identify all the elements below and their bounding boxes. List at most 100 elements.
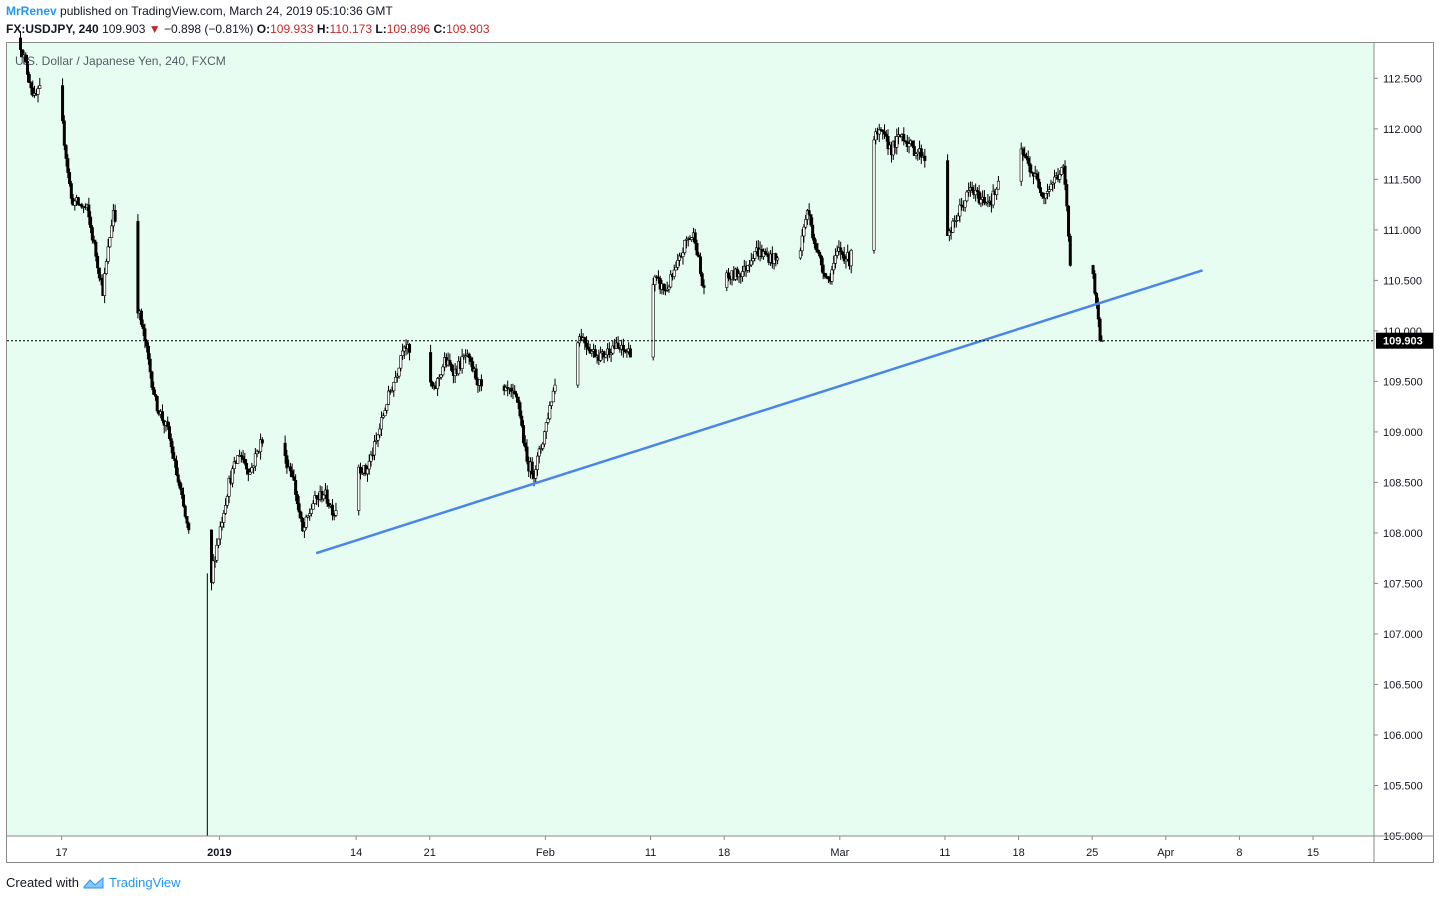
candle-body [965,191,969,202]
candle-body [160,411,164,421]
candle-body [301,518,305,532]
ohlc-bar: FX:USDJPY, 240 109.903 ▼ −0.898 (−0.81%)… [6,22,490,37]
candle-body [546,418,550,423]
candle-body [667,286,671,290]
candle-body [995,188,999,196]
candle-body [395,375,399,378]
candle-body [285,455,289,469]
candle-body [550,401,554,406]
candle-body [590,351,594,354]
candle-body [96,255,100,269]
candle-body [380,417,384,430]
candle-body [833,255,837,264]
candle-body [1024,155,1028,159]
candle-body [746,265,750,271]
candle-body [823,272,827,277]
candle-body [826,276,830,280]
candle-body [1065,184,1069,207]
candle-body [514,393,518,398]
candle-body [543,431,547,445]
candle-body [227,477,231,497]
candle-body [951,220,955,233]
candle-body [1047,189,1051,192]
plot-area[interactable] [7,43,1374,836]
candle-body [751,258,755,262]
candle-body [954,220,958,222]
price-tick-label: 105.500 [1383,780,1423,792]
candle-body [1096,304,1100,320]
candle-body [36,88,40,95]
candle-body [975,189,979,192]
candle-body [218,526,222,540]
candle-body [1028,163,1032,173]
candle-body [902,134,906,142]
candle-body [521,425,525,444]
candle-body [464,355,468,357]
candle-body [441,366,445,376]
candle-body [800,235,804,252]
candle-body [520,415,524,426]
candle-body [946,160,950,236]
candle-body [749,260,753,266]
candle-body [408,344,412,353]
candle-body [387,390,391,405]
candle-body [381,415,385,418]
candle-body [283,442,287,457]
time-tick-label: 25 [1086,847,1098,859]
candle-body [891,140,895,156]
author-link[interactable]: MrRenev [6,4,57,18]
candle-body [979,199,983,204]
candle-body [61,85,65,122]
price-tick-label: 108.500 [1383,477,1423,489]
candle-body [621,344,625,351]
close-value: 109.903 [446,22,490,36]
candle-body [798,250,802,259]
candle-body [700,273,704,286]
candle-body [104,261,108,274]
candle-body [849,249,853,267]
candle-body [776,257,780,261]
candle-body [311,503,315,510]
candle-body [1019,148,1023,182]
candle-body [585,342,589,348]
candles-layer [18,31,1104,836]
candle-body [295,494,299,504]
candle-body [153,394,157,397]
candle-body [325,489,329,504]
candle-body [183,505,187,517]
candle-body [136,221,140,314]
candle-body [367,460,371,470]
time-tick-label: 14 [350,847,362,859]
candle-body [839,247,843,253]
candle-body [727,272,731,279]
candle-body [884,133,888,137]
candle-body [288,466,292,472]
candle-body [883,131,887,135]
candle-body [180,487,184,496]
candle-body [916,151,920,155]
candle-body [90,227,94,241]
symbol-label[interactable]: FX:USDJPY, 240 [6,22,99,36]
down-arrow-icon: ▼ [148,22,161,36]
candle-body [830,269,834,282]
candle-body [309,508,313,514]
candle-body [292,476,296,481]
tradingview-link[interactable]: TradingView [108,875,181,890]
candle-body [874,131,878,141]
candle-body [611,345,615,354]
candle-body [895,136,899,148]
candle-body [530,461,534,475]
candle-body [181,494,185,507]
candle-body [167,426,171,439]
footer: Created with TradingView [6,875,181,890]
candle-body [290,470,294,478]
candle-body [681,252,685,258]
candle-body [429,352,433,383]
candle-body [139,310,143,325]
trendline[interactable] [315,269,1203,555]
candle-body [967,190,971,193]
candle-body [1035,173,1039,180]
candle-body [1098,318,1102,342]
candle-body [392,382,396,392]
